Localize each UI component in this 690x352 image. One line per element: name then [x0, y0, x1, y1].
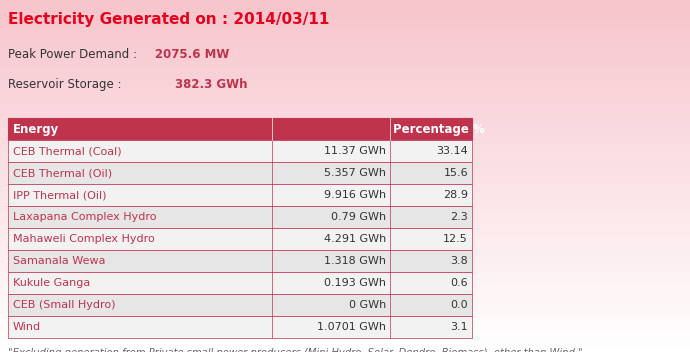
FancyBboxPatch shape [8, 162, 472, 184]
Text: 1.0701 GWh: 1.0701 GWh [317, 322, 386, 332]
Text: Percentage %: Percentage % [393, 122, 485, 136]
Text: CEB (Small Hydro): CEB (Small Hydro) [13, 300, 115, 310]
FancyBboxPatch shape [8, 272, 472, 294]
Text: 2075.6 MW: 2075.6 MW [155, 48, 229, 61]
Text: Electricity Generated on : 2014/03/11: Electricity Generated on : 2014/03/11 [8, 12, 329, 27]
Text: Samanala Wewa: Samanala Wewa [13, 256, 106, 266]
Text: Kukule Ganga: Kukule Ganga [13, 278, 90, 288]
Text: Energy: Energy [13, 122, 59, 136]
Text: 28.9: 28.9 [443, 190, 468, 200]
Text: 0 GWh: 0 GWh [348, 300, 386, 310]
Text: Reservoir Storage :: Reservoir Storage : [8, 78, 121, 91]
Text: 2.3: 2.3 [451, 212, 468, 222]
Text: 1.318 GWh: 1.318 GWh [324, 256, 386, 266]
FancyBboxPatch shape [8, 140, 472, 162]
Text: 3.8: 3.8 [451, 256, 468, 266]
FancyBboxPatch shape [8, 250, 472, 272]
Text: 382.3 GWh: 382.3 GWh [175, 78, 248, 91]
Text: 0.79 GWh: 0.79 GWh [331, 212, 386, 222]
Text: 5.357 GWh: 5.357 GWh [324, 168, 386, 178]
Text: 0.6: 0.6 [451, 278, 468, 288]
FancyBboxPatch shape [8, 294, 472, 316]
Text: CEB Thermal (Oil): CEB Thermal (Oil) [13, 168, 112, 178]
Text: Peak Power Demand :: Peak Power Demand : [8, 48, 137, 61]
Text: 0.193 GWh: 0.193 GWh [324, 278, 386, 288]
FancyBboxPatch shape [8, 118, 472, 140]
FancyBboxPatch shape [8, 206, 472, 228]
Text: CEB Thermal (Coal): CEB Thermal (Coal) [13, 146, 121, 156]
Text: 3.1: 3.1 [451, 322, 468, 332]
Text: 12.5: 12.5 [443, 234, 468, 244]
Text: 0.0: 0.0 [451, 300, 468, 310]
Text: 9.916 GWh: 9.916 GWh [324, 190, 386, 200]
FancyBboxPatch shape [8, 184, 472, 206]
FancyBboxPatch shape [8, 228, 472, 250]
FancyBboxPatch shape [8, 316, 472, 338]
Text: "Excluding generation from Private small power producers (Mini Hydro, Solar, Den: "Excluding generation from Private small… [8, 348, 582, 352]
Text: Mahaweli Complex Hydro: Mahaweli Complex Hydro [13, 234, 155, 244]
Text: IPP Thermal (Oil): IPP Thermal (Oil) [13, 190, 106, 200]
Text: 15.6: 15.6 [444, 168, 468, 178]
Text: 4.291 GWh: 4.291 GWh [324, 234, 386, 244]
Text: Laxapana Complex Hydro: Laxapana Complex Hydro [13, 212, 157, 222]
Text: Wind: Wind [13, 322, 41, 332]
Text: 33.14: 33.14 [436, 146, 468, 156]
Text: 11.37 GWh: 11.37 GWh [324, 146, 386, 156]
